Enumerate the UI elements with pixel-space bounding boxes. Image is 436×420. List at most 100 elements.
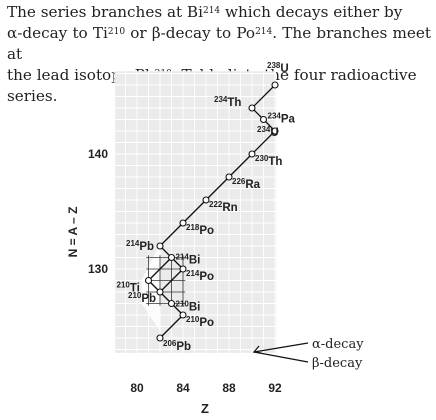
alpha-decay-edge <box>228 153 253 178</box>
alpha-legend-line <box>253 342 309 353</box>
nuclide-label: 218Po <box>186 223 214 237</box>
nuclide-symbol: Bi <box>189 302 201 314</box>
nuclide-marker <box>156 334 164 342</box>
nuclide-label: 210Bi <box>176 300 201 314</box>
x-tick-label: 88 <box>222 381 236 395</box>
nuclide-label: 206Pb <box>163 339 191 353</box>
nuclide-label: 210Pb <box>128 291 156 305</box>
nuclide-marker <box>167 299 176 308</box>
alpha-decay-edge <box>159 314 184 339</box>
nuclide-symbol: Rn <box>222 202 237 214</box>
nuclide-symbol: Th <box>227 97 241 109</box>
nuclide-label: 226Ra <box>232 177 261 191</box>
nuclide-marker <box>179 265 187 273</box>
nuclide-label: 234Pa <box>268 112 296 126</box>
alpha-decay-edge <box>205 176 230 201</box>
x-axis-label: Z <box>201 401 209 416</box>
nuclide-marker <box>271 127 279 135</box>
y-axis-label: N = A – Z <box>66 207 80 258</box>
nuclide-marker <box>179 219 187 227</box>
nuclide-symbol: Po <box>199 271 214 283</box>
nuclide-mass: 210 <box>117 281 131 290</box>
nuclide-marker <box>167 253 176 262</box>
nuclide-label: 210Ti <box>117 281 140 295</box>
plot-highlight <box>141 243 160 332</box>
nuclide-symbol: Pb <box>139 241 154 253</box>
nuclide-label: 234U <box>257 125 279 139</box>
mass-number-superscript: 214 <box>202 6 221 16</box>
legend: α-decay β-decay <box>252 337 364 371</box>
nuclide-label: 230Th <box>255 154 282 168</box>
text-run: . The branches meet at <box>7 24 431 63</box>
nuclide-mass: 234 <box>268 112 282 121</box>
x-tick-label: 92 <box>268 381 282 395</box>
alpha-decay-edge <box>251 130 276 155</box>
nuclide-label: 234Th <box>214 95 241 109</box>
nuclide-marker <box>225 173 233 181</box>
alpha-decay-edge <box>251 84 276 109</box>
nuclide-mass: 218 <box>186 223 200 232</box>
nuclide-mass: 234 <box>214 95 228 104</box>
nuclide-mass: 238 <box>267 61 281 70</box>
alpha-decay-edge <box>182 199 207 224</box>
description-line: The series branches at Bi214 which decay… <box>7 2 431 23</box>
nuclide-symbol: Pb <box>176 341 191 353</box>
nuclide-marker <box>248 150 256 158</box>
nuclide-marker <box>179 311 187 319</box>
alpha-decay-edge <box>159 222 184 247</box>
nuclide-symbol: Th <box>268 156 282 168</box>
nuclide-symbol: U <box>280 63 288 75</box>
alpha-decay-edge <box>159 268 184 293</box>
nuclide-symbol: Po <box>199 317 214 329</box>
grid-layer <box>113 71 277 353</box>
y-tick-label: 130 <box>88 262 108 276</box>
nuclide-marker <box>248 104 256 112</box>
nuclide-marker <box>259 115 268 124</box>
legend-entry-alpha: α-decay <box>312 337 364 352</box>
nuclide-symbol: Bi <box>189 255 201 267</box>
nuclide-mass: 214 <box>126 239 140 248</box>
nuclide-label: 214Pb <box>126 239 154 253</box>
nuclide-symbol: Pa <box>281 114 296 126</box>
nuclide-mass: 206 <box>163 339 177 348</box>
text-run: α-decay to Ti <box>7 24 108 42</box>
nuclide-symbol: Ra <box>245 179 260 191</box>
nuclide-symbol: Pb <box>141 293 156 305</box>
nuclide-mass: 210 <box>186 315 200 324</box>
text-run: or β-decay to Po <box>125 24 256 42</box>
plot-background <box>115 71 277 353</box>
beta-legend-line <box>253 351 309 363</box>
nuclide-label: 238U <box>267 61 289 75</box>
nuclide-symbol: U <box>270 127 278 139</box>
nuclide-mass: 210 <box>128 291 142 300</box>
description-line: α-decay to Ti210 or β-decay to Po214. Th… <box>7 23 431 65</box>
nuclide-marker <box>202 196 210 204</box>
nuclide-mass: 214 <box>186 269 200 278</box>
nuclide-mass: 230 <box>255 154 269 163</box>
nuclide-symbol: Ti <box>130 283 140 295</box>
legend-entry-beta: β-decay <box>312 356 363 371</box>
legend-arrow-head <box>252 345 262 354</box>
nuclide-mass: 222 <box>209 200 223 209</box>
axes: 80 84 88 92 130 140 Z N = A – Z <box>66 147 282 416</box>
nuclide-label: 214Bi <box>176 253 201 267</box>
nuclide-mass: 226 <box>232 177 246 186</box>
x-tick-label: 84 <box>176 381 190 395</box>
x-tick-label: 80 <box>130 381 144 395</box>
nuclide-mass: 234 <box>257 125 271 134</box>
nuclide-symbol: Po <box>199 225 214 237</box>
nuclide-mass: 214 <box>176 253 190 262</box>
nuclide-markers <box>144 81 279 342</box>
nuclide-marker <box>144 276 153 285</box>
alpha-decay-edge <box>148 257 172 281</box>
text-run: The series branches at Bi <box>7 3 203 21</box>
nuclide-marker <box>271 81 279 89</box>
y-tick-label: 140 <box>88 147 108 161</box>
text-run: which decays either by <box>220 3 403 21</box>
nuclide-label: 214Po <box>186 269 214 283</box>
nuclide-marker <box>156 288 164 296</box>
mass-number-superscript: 214 <box>255 27 273 37</box>
nuclide-label: 210Po <box>186 315 214 329</box>
